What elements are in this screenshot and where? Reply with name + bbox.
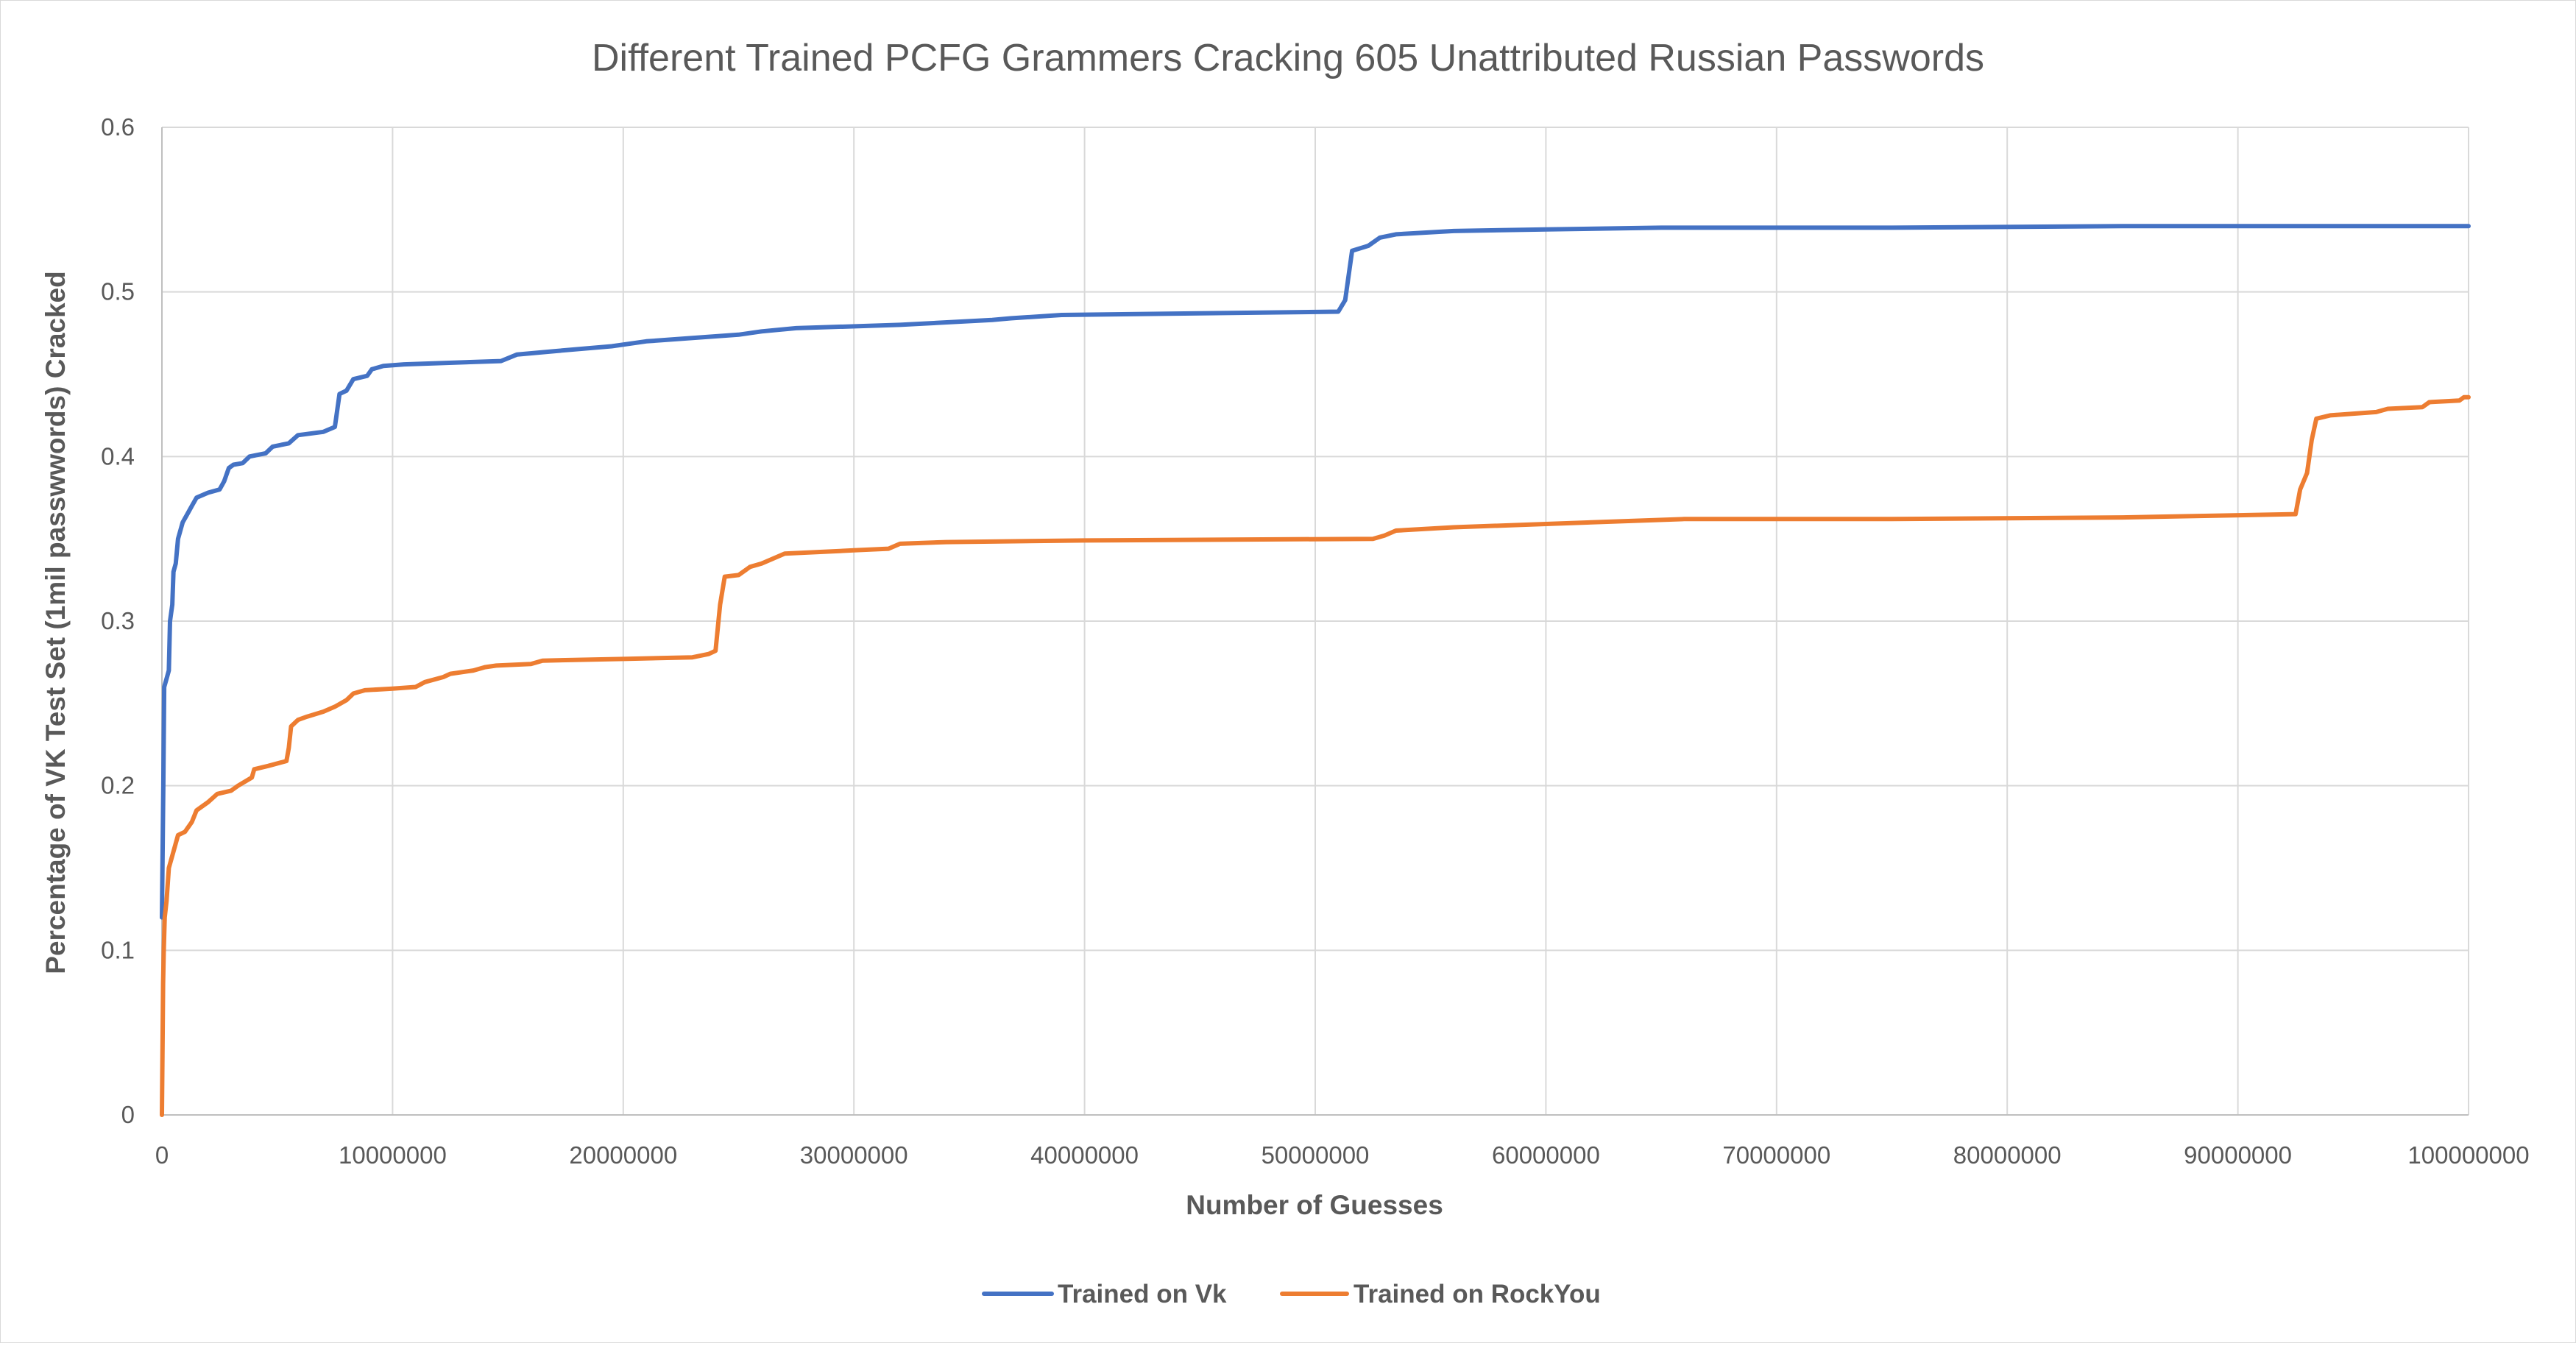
x-tick-label: 60000000 — [1492, 1141, 1600, 1169]
y-tick-label: 0.6 — [101, 113, 135, 141]
series-line-1 — [160, 394, 2471, 1117]
x-tick-labels: 0 10000000 20000000 30000000 40000000 5000000… — [155, 1141, 2530, 1169]
chart-title: Different Trained PCFG Grammers Cracking… — [592, 37, 1984, 79]
gridlines — [162, 127, 2469, 1115]
legend: Trained on Vk Trained on RockYou — [982, 1280, 1601, 1308]
y-tick-label: 0.2 — [101, 772, 135, 799]
legend-label: Trained on RockYou — [1354, 1280, 1601, 1308]
x-tick-label: 80000000 — [1953, 1141, 2062, 1169]
x-tick-label: 30000000 — [800, 1141, 908, 1169]
y-tick-label: 0.1 — [101, 936, 135, 963]
x-tick-label: 90000000 — [2184, 1141, 2292, 1169]
y-tick-labels: 0 0.1 0.2 0.3 0.4 0.5 0.6 — [101, 113, 135, 1128]
x-tick-label: 20000000 — [569, 1141, 677, 1169]
y-axis-label: Percentage of VK Test Set (1mil passwwor… — [40, 271, 71, 974]
x-tick-label: 100000000 — [2407, 1141, 2529, 1169]
y-tick-label: 0.4 — [101, 442, 135, 470]
x-tick-label: 0 — [155, 1141, 169, 1169]
x-tick-label: 40000000 — [1030, 1141, 1139, 1169]
x-tick-label: 10000000 — [339, 1141, 447, 1169]
x-tick-label: 50000000 — [1262, 1141, 1370, 1169]
legend-item: Trained on Vk — [982, 1280, 1227, 1308]
legend-label: Trained on Vk — [1058, 1280, 1227, 1308]
series-lines — [160, 224, 2471, 1117]
x-tick-label: 70000000 — [1722, 1141, 1830, 1169]
y-tick-label: 0.5 — [101, 278, 135, 305]
series-line-0 — [160, 224, 2471, 920]
y-tick-label: 0 — [121, 1101, 135, 1128]
x-axis-label: Number of Guesses — [1186, 1190, 1443, 1220]
legend-item: Trained on RockYou — [1280, 1280, 1601, 1308]
y-tick-label: 0.3 — [101, 607, 135, 634]
